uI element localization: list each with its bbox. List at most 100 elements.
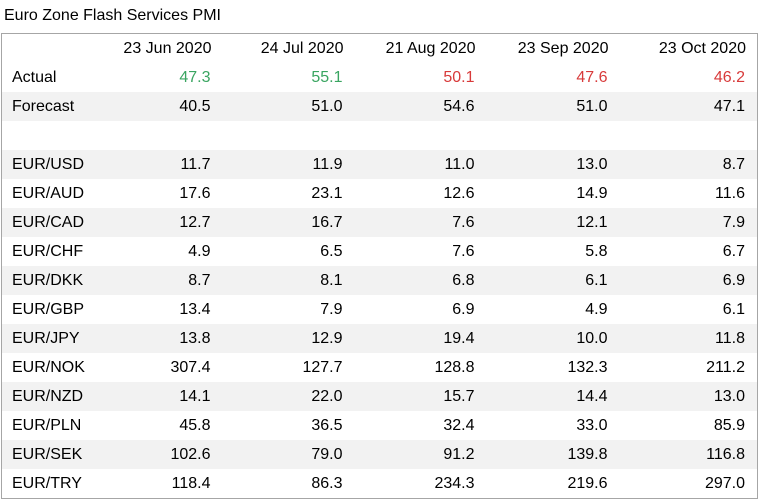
pair-value: 15.7: [354, 382, 487, 411]
row-label: EUR/JPY: [1, 324, 85, 353]
row-label: EUR/CAD: [1, 208, 85, 237]
pair-value: 45.8: [179, 416, 211, 434]
pair-value: 16.7: [222, 208, 355, 237]
pair-value: 11.6: [715, 184, 745, 202]
pair-value: 11.8: [619, 324, 758, 353]
pair-value: 6.9: [619, 266, 758, 295]
pair-value: 5.8: [585, 242, 608, 260]
pair-value: 12.9: [222, 324, 355, 353]
column-header: 21 Aug 2020: [385, 39, 476, 57]
actual-value: 55.1: [311, 68, 343, 86]
pair-value: 13.0: [619, 382, 758, 411]
pair-value: 11.9: [222, 150, 355, 179]
pair-row: EUR/NOK 307.4 127.7 128.8 132.3 211.2: [2, 353, 758, 382]
header-row: 23 Jun 2020 24 Jul 2020 21 Aug 2020 23 S…: [2, 34, 758, 64]
pair-row: EUR/CAD 12.7 16.7 7.6 12.1 7.9: [1, 208, 758, 237]
pair-value: 13.4: [179, 300, 211, 318]
forecast-value: 54.6: [354, 92, 487, 121]
pmi-table: 23 Jun 2020 24 Jul 2020 21 Aug 2020 23 S…: [1, 33, 758, 499]
forecast-value: 51.0: [486, 92, 620, 121]
spacer-cell: [2, 121, 758, 150]
pair-row: EUR/JPY 13.8 12.9 19.4 10.0 11.8: [1, 324, 758, 353]
column-header: 23 Oct 2020: [658, 39, 746, 57]
row-label: EUR/CHF: [12, 242, 84, 260]
spacer-row: [2, 121, 758, 150]
pair-value: 128.8: [434, 358, 475, 376]
pair-value: 7.6: [354, 208, 487, 237]
pair-value: 127.7: [302, 358, 343, 376]
pair-row: EUR/USD 11.7 11.9 11.0 13.0 8.7: [1, 150, 758, 179]
pair-value: 33.0: [576, 416, 608, 434]
pair-value: 17.6: [179, 184, 211, 202]
row-label: EUR/SEK: [1, 440, 85, 469]
actual-value: 47.3: [179, 68, 211, 86]
row-label: Actual: [12, 68, 57, 86]
actual-value: 46.2: [713, 68, 745, 86]
pair-row: EUR/TRY 118.4 86.3 234.3 219.6 297.0: [2, 469, 758, 499]
pair-value: 10.0: [486, 324, 620, 353]
table-title: Euro Zone Flash Services PMI: [4, 7, 221, 24]
actual-value: 47.6: [576, 68, 608, 86]
pair-value: 102.6: [84, 440, 223, 469]
pair-value: 6.5: [320, 242, 343, 260]
row-label: EUR/AUD: [12, 184, 85, 202]
pair-value: 297.0: [704, 474, 745, 492]
row-label: EUR/PLN: [12, 416, 82, 434]
row-label: EUR/NOK: [12, 358, 85, 376]
forecast-value: 40.5: [84, 92, 223, 121]
pair-value: 14.9: [576, 184, 608, 202]
pair-value: 13.0: [486, 150, 620, 179]
pair-row: EUR/PLN 45.8 36.5 32.4 33.0 85.9: [2, 411, 758, 440]
row-label: EUR/USD: [1, 150, 85, 179]
pair-row: EUR/GBP 13.4 7.9 6.9 4.9 6.1: [2, 295, 758, 324]
row-label: Forecast: [1, 92, 85, 121]
corner-cell: [2, 34, 85, 64]
pair-value: 6.1: [722, 300, 745, 318]
pair-value: 234.3: [434, 474, 475, 492]
column-header: 23 Sep 2020: [517, 39, 609, 57]
pair-value: 22.0: [222, 382, 355, 411]
row-label: EUR/DKK: [1, 266, 85, 295]
pair-value: 19.4: [354, 324, 487, 353]
pair-value: 211.2: [706, 358, 745, 376]
pair-value: 13.8: [84, 324, 223, 353]
pair-value: 12.1: [486, 208, 620, 237]
pair-value: 7.6: [452, 242, 475, 260]
pair-value: 23.1: [311, 184, 343, 202]
pair-value: 6.7: [722, 242, 745, 260]
row-label: EUR/GBP: [12, 300, 85, 318]
pair-value: 132.3: [567, 358, 608, 376]
pair-value: 7.9: [320, 300, 343, 318]
pair-value: 32.4: [443, 416, 475, 434]
pair-row: EUR/AUD 17.6 23.1 12.6 14.9 11.6: [2, 179, 758, 208]
pair-value: 85.9: [713, 416, 745, 434]
pair-row: EUR/CHF 4.9 6.5 7.6 5.8 6.7: [2, 237, 758, 266]
pair-value: 12.6: [443, 184, 475, 202]
row-label: EUR/TRY: [12, 474, 82, 492]
actual-value: 50.1: [443, 68, 475, 86]
pair-value: 11.7: [84, 150, 223, 179]
pair-row: EUR/DKK 8.7 8.1 6.8 6.1 6.9: [1, 266, 758, 295]
pair-value: 11.0: [354, 150, 487, 179]
forecast-value: 47.1: [619, 92, 758, 121]
pair-value: 12.7: [84, 208, 223, 237]
forecast-row: Forecast 40.5 51.0 54.6 51.0 47.1: [1, 92, 758, 121]
pair-value: 116.8: [619, 440, 758, 469]
forecast-value: 51.0: [222, 92, 355, 121]
pair-value: 219.6: [567, 474, 608, 492]
pair-value: 6.9: [452, 300, 475, 318]
pair-value: 307.4: [170, 358, 211, 376]
pair-value: 139.8: [486, 440, 620, 469]
pair-value: 36.5: [311, 416, 343, 434]
pair-value: 4.9: [188, 242, 211, 260]
pair-value: 79.0: [222, 440, 355, 469]
pair-value: 86.3: [311, 474, 343, 492]
pair-value: 8.7: [84, 266, 223, 295]
column-header: 24 Jul 2020: [260, 39, 344, 57]
pair-value: 14.4: [486, 382, 620, 411]
pair-value: 118.4: [171, 474, 211, 492]
pair-row: EUR/SEK 102.6 79.0 91.2 139.8 116.8: [1, 440, 758, 469]
actual-row: Actual 47.3 55.1 50.1 47.6 46.2: [2, 63, 758, 92]
pair-value: 8.7: [619, 150, 758, 179]
